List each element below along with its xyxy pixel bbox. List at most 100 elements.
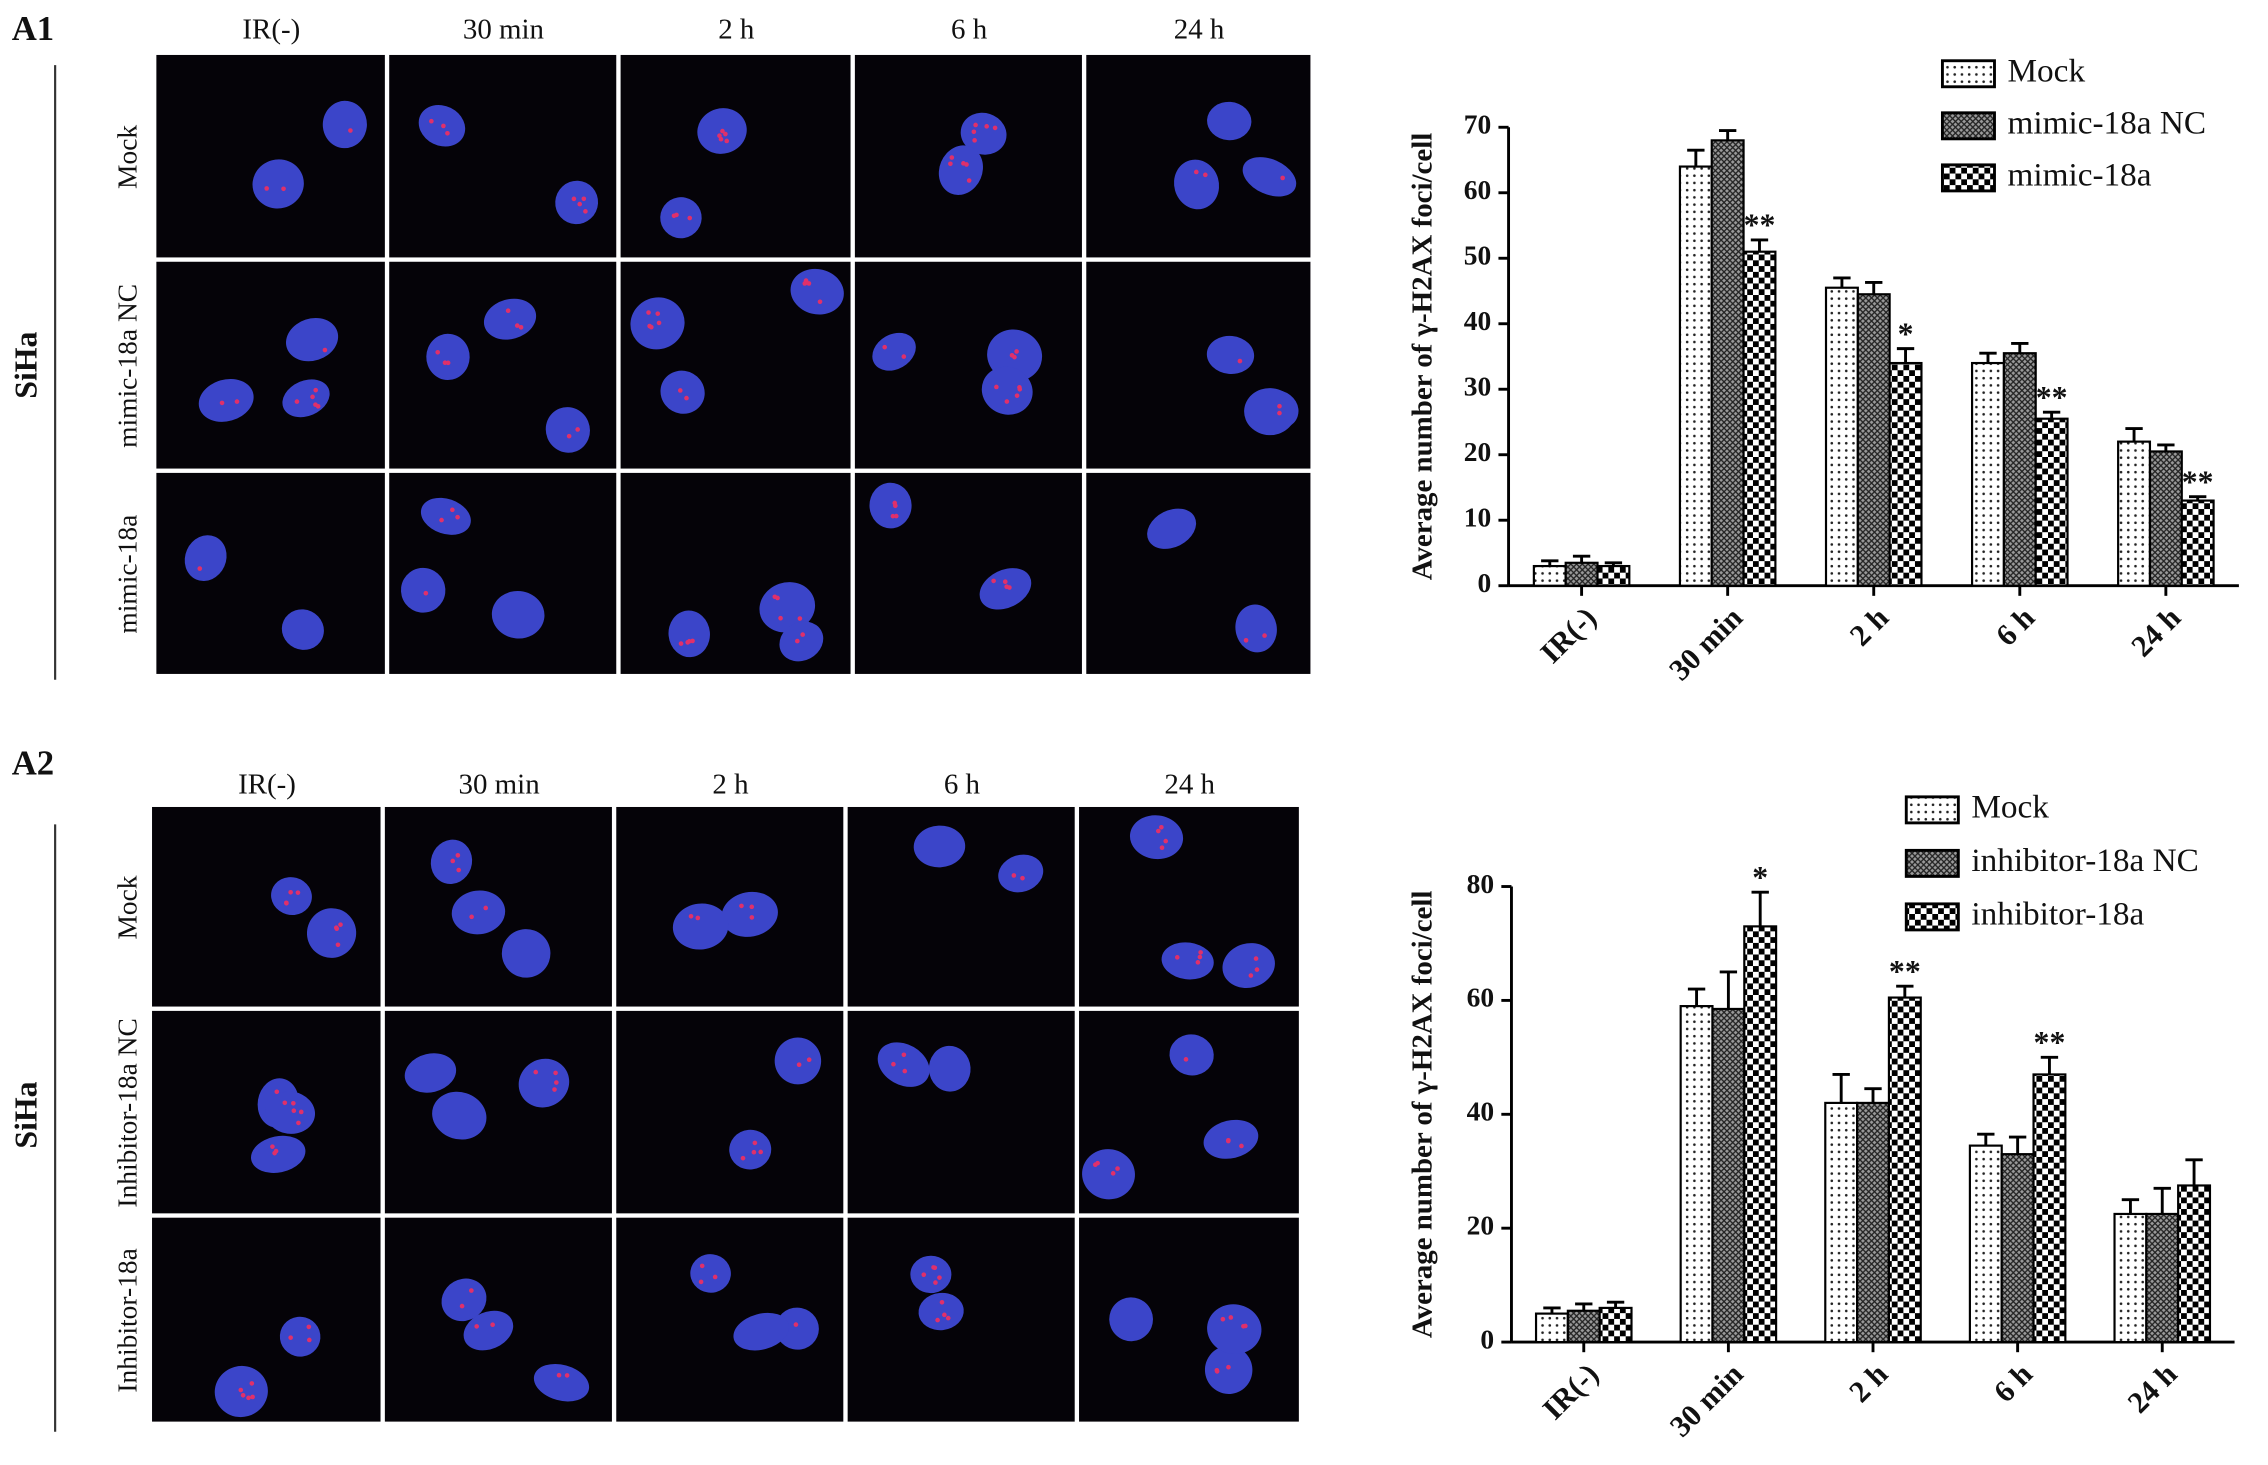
error-bar [2185, 1158, 2203, 1186]
nucleus [775, 1307, 819, 1350]
nucleus [441, 1278, 487, 1322]
y-tick-label: 20 [1467, 1210, 1494, 1240]
focus [272, 1150, 277, 1156]
focus [1198, 950, 1203, 955]
focus [1226, 1137, 1231, 1143]
focus [490, 1322, 495, 1328]
legend-swatch [1940, 111, 1996, 141]
focus [1020, 875, 1025, 881]
focus [806, 1057, 812, 1063]
bar [1564, 561, 1599, 587]
focus [655, 311, 661, 316]
y-axis-label: Average number of γ-H2AX foci/cell [1406, 891, 1438, 1339]
focus [948, 161, 953, 167]
focus [795, 638, 800, 644]
row-label: Mock [113, 125, 143, 189]
focus [577, 201, 583, 207]
focus [288, 1335, 293, 1340]
focus [334, 926, 340, 931]
focus [296, 1120, 301, 1126]
nucleus [1109, 1297, 1153, 1342]
row-label: mimic-18a NC [113, 284, 143, 448]
nucleus [491, 590, 545, 639]
error-bar [2125, 427, 2143, 442]
nucleus [1173, 159, 1220, 210]
nucleus [1207, 101, 1252, 141]
bar [2180, 499, 2215, 587]
focus [695, 915, 701, 921]
nucleus [451, 890, 506, 935]
column-header: 24 h [1164, 768, 1215, 800]
focus [720, 128, 725, 134]
nucleus [981, 366, 1033, 415]
x-tick-label: 30 min [1662, 600, 1749, 687]
micrograph [847, 1010, 1075, 1214]
nucleus [779, 621, 824, 662]
legend-label: Mock [2008, 52, 2086, 89]
focus [937, 1275, 942, 1280]
micrograph [156, 261, 385, 469]
nucleus [271, 877, 312, 916]
y-tick-label: 70 [1464, 110, 1491, 140]
y-tick-label: 20 [1464, 437, 1491, 467]
focus [1214, 1367, 1220, 1373]
focus [699, 1263, 705, 1269]
error-bar [1575, 1302, 1593, 1311]
nucleus [928, 1045, 971, 1092]
bar [2148, 450, 2183, 587]
focus [1254, 967, 1260, 972]
focus [1095, 1160, 1100, 1166]
focus [994, 384, 999, 390]
y-tick-label: 30 [1464, 372, 1491, 402]
error-bar [1896, 347, 1915, 364]
significance-label: ** [2182, 464, 2214, 499]
focus [942, 1312, 947, 1318]
y-axis-label: Average number of γ-H2AX foci/cell [1406, 133, 1438, 581]
bar [2002, 352, 2037, 587]
nucleus [877, 1042, 930, 1087]
focus [281, 186, 286, 192]
focus [456, 867, 462, 873]
significance-label: ** [2036, 380, 2068, 415]
error-bar [2157, 443, 2175, 452]
micrograph [1086, 261, 1311, 469]
bar [1824, 1101, 1859, 1344]
y-tick-label: 80 [1467, 869, 1494, 899]
nucleus [1203, 1119, 1259, 1159]
error-bar [1718, 129, 1737, 141]
focus [249, 1381, 255, 1386]
row-label: Mock [113, 875, 143, 939]
focus [1155, 828, 1161, 834]
column-header: 2 h [712, 768, 749, 800]
focus [442, 360, 448, 366]
bar [1532, 564, 1567, 587]
focus [972, 138, 977, 143]
focus [992, 125, 998, 131]
bar [1742, 250, 1777, 587]
focus [723, 131, 728, 137]
column-header: 6 h [944, 768, 981, 800]
focus [685, 640, 690, 645]
focus [797, 616, 803, 621]
focus [751, 1149, 757, 1155]
focus [1183, 1057, 1189, 1062]
error-bar [1977, 1132, 1995, 1146]
y-tick-label: 10 [1464, 503, 1491, 533]
focus [1203, 172, 1208, 178]
focus [1011, 873, 1017, 878]
focus [687, 215, 693, 221]
focus [583, 209, 588, 214]
nucleus [1169, 1034, 1214, 1076]
bar [1970, 361, 2005, 587]
bar [1679, 1005, 1714, 1344]
significance-label: ** [1744, 208, 1776, 243]
y-tick-label: 60 [1464, 175, 1491, 205]
bar [1888, 361, 1923, 587]
bar [1824, 286, 1859, 587]
focus [274, 1089, 280, 1095]
focus [514, 323, 520, 328]
focus [1115, 1166, 1120, 1171]
bar [2034, 417, 2069, 587]
focus [322, 347, 328, 353]
